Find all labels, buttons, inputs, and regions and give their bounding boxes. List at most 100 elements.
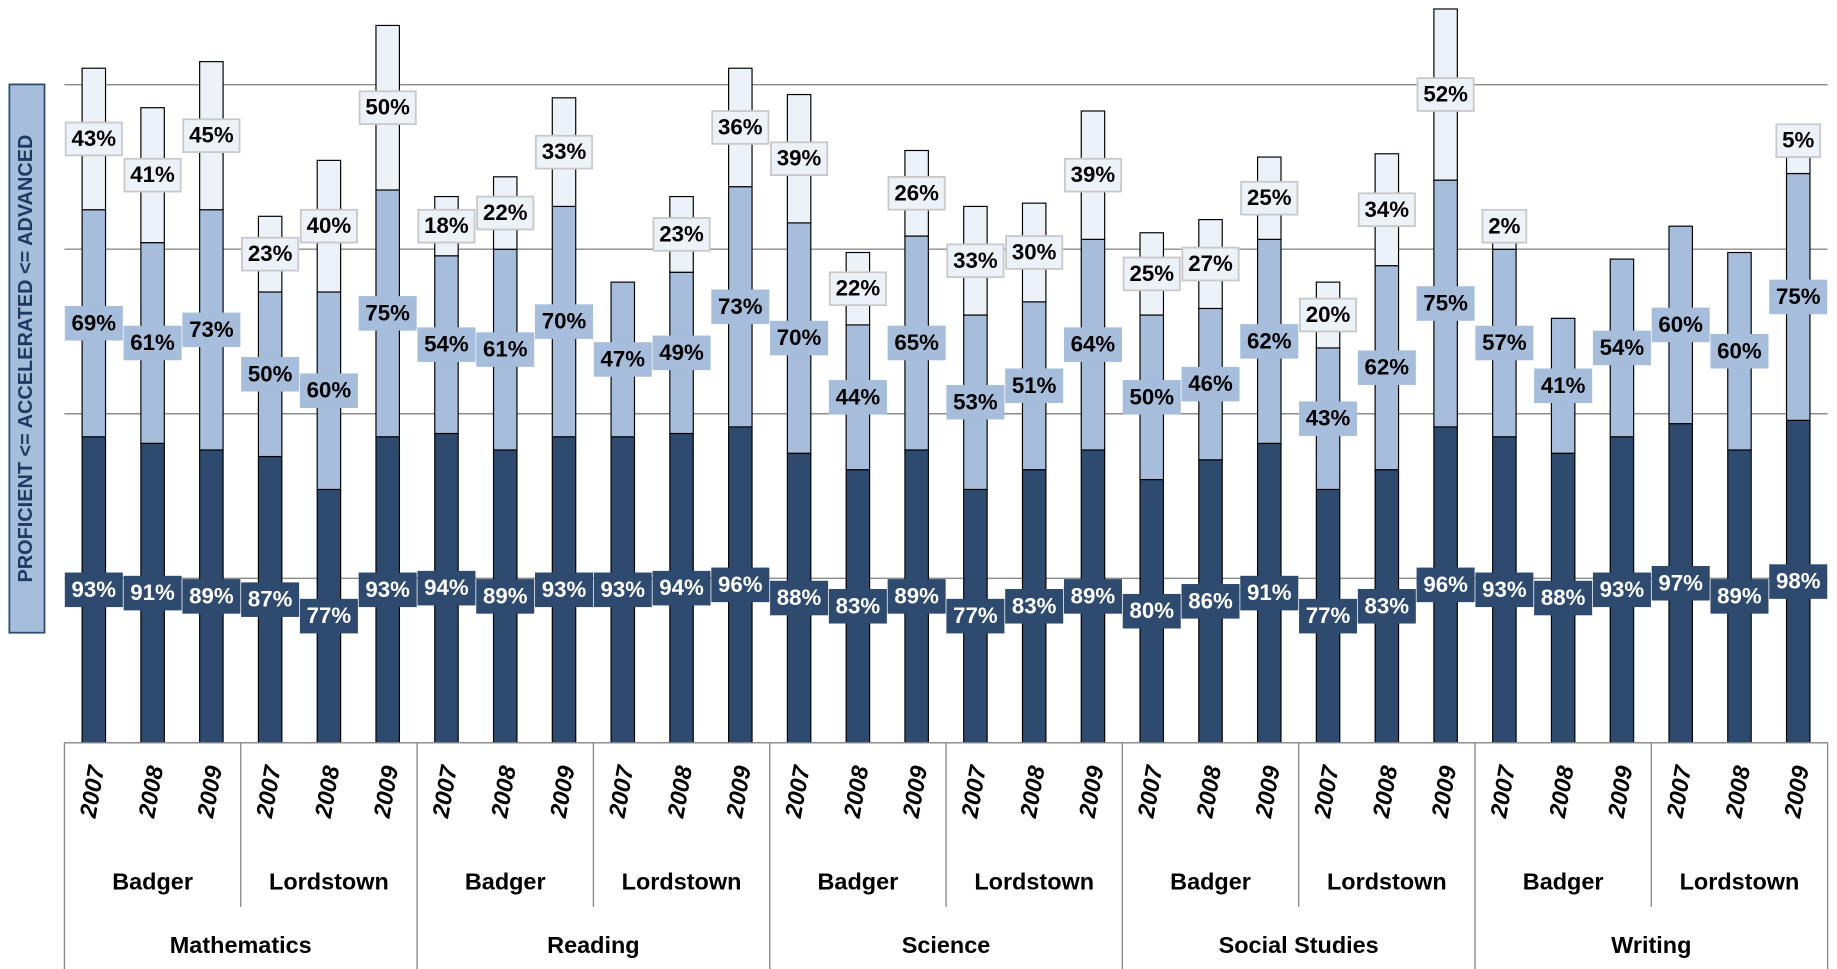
school-label: Badger	[1170, 869, 1251, 895]
value-label-box	[1063, 327, 1122, 362]
value-label-box	[534, 572, 594, 608]
value-label: 73%	[718, 294, 763, 319]
value-label-box	[1416, 77, 1475, 112]
x-tick-label: 2008	[486, 764, 521, 821]
value-label: 39%	[777, 146, 822, 171]
x-tick-label: 2009	[897, 764, 932, 821]
x-tick-label: 2009	[1779, 764, 1814, 821]
value-label: 70%	[777, 325, 822, 350]
value-label-box	[1710, 579, 1769, 614]
value-label-box	[1005, 235, 1064, 270]
value-label-box	[946, 598, 1005, 634]
value-label-box	[182, 312, 241, 348]
value-label: 89%	[1717, 583, 1762, 608]
value-label: 52%	[1423, 82, 1468, 107]
x-tick-label: 2009	[1603, 764, 1638, 821]
value-label: 83%	[1365, 593, 1410, 618]
value-label: 34%	[1365, 197, 1410, 222]
value-label: 91%	[1247, 580, 1292, 605]
value-label: 25%	[1247, 185, 1292, 210]
value-label-box	[1181, 584, 1240, 619]
value-label: 45%	[189, 123, 234, 148]
value-label-box	[652, 335, 711, 371]
value-label: 75%	[1423, 291, 1468, 316]
value-label-box	[1775, 123, 1822, 158]
value-label: 43%	[72, 126, 117, 151]
value-label-box	[1651, 565, 1710, 601]
value-label-box	[64, 572, 123, 608]
value-label-box	[1475, 325, 1534, 361]
value-label-box	[946, 384, 1005, 420]
x-tick-label: 2008	[1191, 764, 1226, 821]
value-label: 89%	[1071, 583, 1116, 608]
subject-label: Mathematics	[170, 932, 312, 958]
x-tick-label: 2008	[310, 764, 345, 821]
value-label-box	[887, 325, 946, 361]
value-label-box	[1122, 380, 1181, 415]
value-label: 62%	[1247, 328, 1292, 353]
x-tick-label: 2009	[368, 764, 403, 821]
value-label: 62%	[1365, 355, 1410, 380]
bar-segment	[1492, 242, 1517, 250]
value-label-box	[1357, 350, 1416, 385]
value-label-box	[711, 289, 770, 325]
value-label: 41%	[1541, 373, 1586, 398]
subject-label: Science	[902, 932, 991, 958]
value-label: 88%	[777, 585, 822, 610]
value-label-box	[770, 580, 829, 616]
school-label: Badger	[465, 869, 546, 895]
value-label-box	[1005, 368, 1064, 404]
x-tick-label: 2008	[662, 764, 697, 821]
value-label: 77%	[953, 603, 998, 628]
value-label-box	[1534, 580, 1593, 616]
x-tick-label: 2009	[192, 764, 227, 821]
value-label: 96%	[718, 572, 763, 597]
value-label: 93%	[601, 577, 646, 602]
value-label: 23%	[248, 241, 293, 266]
school-label: Lordstown	[269, 869, 389, 895]
value-label: 53%	[953, 389, 998, 414]
value-label-box	[417, 327, 476, 362]
value-label: 73%	[189, 317, 234, 342]
value-label-box	[1592, 330, 1651, 366]
value-label: 94%	[659, 575, 704, 600]
value-label-box	[1181, 246, 1240, 282]
value-label-box	[1299, 598, 1358, 634]
value-label: 87%	[248, 587, 293, 612]
value-label-box	[241, 236, 300, 272]
value-label: 30%	[1012, 240, 1057, 265]
value-label-box	[711, 567, 770, 603]
value-label-box	[241, 582, 300, 617]
value-label: 77%	[1306, 603, 1351, 628]
value-label-box	[1240, 324, 1299, 359]
value-label: 47%	[601, 346, 646, 371]
school-label: Badger	[818, 869, 899, 895]
value-label-box	[828, 380, 887, 415]
value-label: 86%	[1188, 588, 1233, 613]
value-label: 89%	[894, 583, 939, 608]
value-label: 94%	[424, 575, 469, 600]
value-label: 22%	[483, 200, 528, 225]
value-label-box	[1416, 286, 1475, 321]
value-label: 83%	[1012, 593, 1057, 618]
value-label-box	[358, 296, 417, 331]
x-tick-label: 2009	[1250, 764, 1285, 821]
bar-segment	[1785, 156, 1811, 175]
value-label-box	[64, 305, 123, 341]
value-label: 60%	[1658, 312, 1703, 337]
x-tick-label: 2009	[1426, 764, 1461, 821]
school-label: Badger	[112, 869, 193, 895]
x-tick-label: 2007	[75, 763, 110, 821]
value-label-box	[1481, 208, 1528, 244]
value-label: 27%	[1188, 251, 1233, 276]
value-label-box	[358, 90, 417, 125]
x-tick-label: 2009	[1074, 764, 1109, 821]
x-tick-label: 2007	[956, 763, 991, 821]
value-label: 40%	[307, 213, 352, 238]
value-label-box	[593, 572, 652, 608]
value-label-box	[241, 356, 300, 392]
value-label: 75%	[1776, 284, 1821, 309]
x-tick-label: 2008	[1544, 764, 1579, 821]
value-label-box	[828, 588, 887, 624]
